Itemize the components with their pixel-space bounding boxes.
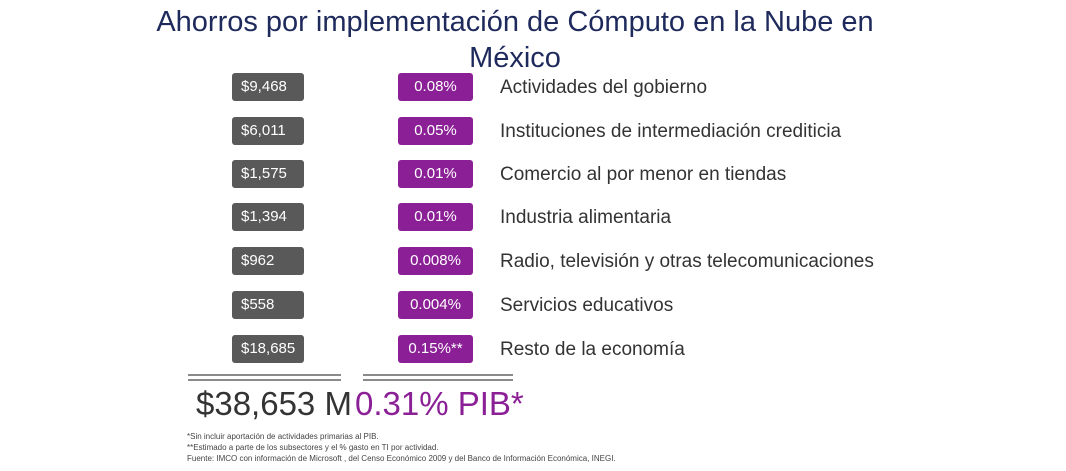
table-row: $18,685 0.15%** Resto de la economía: [0, 334, 1066, 370]
table-row: $1,394 0.01% Industria alimentaria: [0, 202, 1066, 238]
pct-badge: 0.01%: [398, 203, 473, 231]
total-amount: $38,653 M: [196, 385, 352, 422]
sector-label: Servicios educativos: [500, 295, 674, 316]
amount-badge: $18,685: [232, 335, 304, 363]
sector-label: Actividades del gobierno: [500, 77, 708, 98]
amount-badge: $9,468: [232, 73, 304, 101]
sector-label: Instituciones de intermediación creditic…: [500, 121, 842, 142]
amount-badge: $1,394: [232, 203, 304, 231]
amount-badge: $6,011: [232, 117, 304, 145]
sector-label: Radio, televisión y otras telecomunicaci…: [500, 251, 874, 272]
total-rule: [188, 379, 341, 381]
pct-badge: 0.08%: [398, 73, 473, 101]
total-rule: [363, 374, 513, 376]
footnote: Fuente: IMCO con información de Microsof…: [187, 454, 616, 463]
table-row: $558 0.004% Servicios educativos: [0, 290, 1066, 326]
footnotes: *Sin incluir aportación de actividades p…: [187, 431, 616, 464]
pct-badge: 0.05%: [398, 117, 473, 145]
pct-badge: 0.004%: [398, 291, 473, 319]
sector-label: Resto de la economía: [500, 339, 685, 360]
table-row: $1,575 0.01% Comercio al por menor en ti…: [0, 159, 1066, 195]
pct-badge: 0.008%: [398, 247, 473, 275]
total-pct: 0.31% PIB*: [355, 385, 524, 422]
chart-title: Ahorros por implementación de Cómputo en…: [156, 6, 874, 74]
table-row: $9,468 0.08% Actividades del gobierno: [0, 72, 1066, 108]
sector-label: Comercio al por menor en tiendas: [500, 164, 787, 185]
footnote: **Estimado a parte de los subsectores y …: [187, 443, 439, 452]
table-row: $962 0.008% Radio, televisión y otras te…: [0, 246, 1066, 282]
amount-badge: $1,575: [232, 160, 304, 188]
footnote: *Sin incluir aportación de actividades p…: [187, 432, 379, 441]
total-rule: [363, 379, 513, 381]
pct-badge: 0.01%: [398, 160, 473, 188]
amount-badge: $962: [232, 247, 304, 275]
amount-badge: $558: [232, 291, 304, 319]
table-row: $6,011 0.05% Instituciones de intermedia…: [0, 116, 1066, 152]
total-rule: [188, 374, 341, 376]
sector-label: Industria alimentaria: [500, 207, 672, 228]
pct-badge: 0.15%**: [398, 335, 473, 363]
